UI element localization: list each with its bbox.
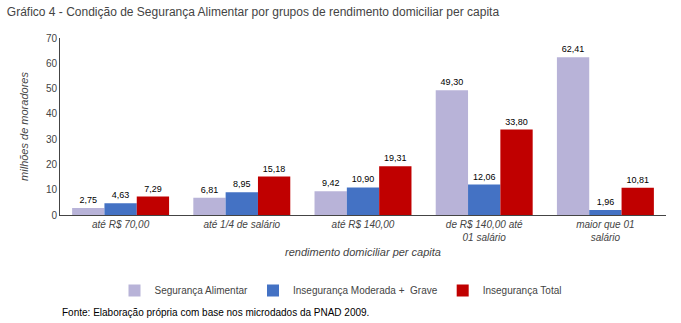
svg-text:0: 0 bbox=[51, 210, 57, 221]
svg-text:6,81: 6,81 bbox=[201, 185, 219, 195]
svg-text:15,18: 15,18 bbox=[263, 164, 286, 174]
svg-text:50: 50 bbox=[46, 83, 58, 94]
svg-text:49,30: 49,30 bbox=[441, 77, 464, 87]
svg-text:até 1/4 de salário: até 1/4 de salário bbox=[203, 219, 280, 230]
svg-text:12,06: 12,06 bbox=[473, 172, 496, 182]
svg-text:62,41: 62,41 bbox=[562, 44, 585, 54]
svg-text:Segurança Alimentar: Segurança Alimentar bbox=[155, 285, 249, 296]
svg-text:Insegurança Moderada + Grave: Insegurança Moderada + Grave bbox=[293, 285, 438, 296]
svg-text:1,96: 1,96 bbox=[597, 197, 615, 207]
svg-text:rendimento domiciliar per capi: rendimento domiciliar per capita bbox=[285, 246, 441, 258]
svg-text:10,81: 10,81 bbox=[626, 175, 649, 185]
svg-text:10,90: 10,90 bbox=[352, 174, 375, 184]
svg-text:70: 70 bbox=[46, 33, 58, 44]
svg-text:até R$ 140,00: até R$ 140,00 bbox=[332, 219, 395, 230]
svg-text:até R$ 70,00: até R$ 70,00 bbox=[92, 219, 150, 230]
svg-text:20: 20 bbox=[46, 159, 58, 170]
svg-text:9,42: 9,42 bbox=[322, 178, 340, 188]
svg-text:maior que 01salário: maior que 01salário bbox=[576, 219, 634, 243]
svg-text:Gráfico 4 - Condição de Segura: Gráfico 4 - Condição de Segurança Alimen… bbox=[7, 5, 500, 19]
svg-text:40: 40 bbox=[46, 108, 58, 119]
svg-text:60: 60 bbox=[46, 58, 58, 69]
svg-text:de R$ 140,00 até01 salário: de R$ 140,00 até01 salário bbox=[446, 219, 523, 243]
svg-text:Insegurança Total: Insegurança Total bbox=[483, 285, 562, 296]
svg-text:10: 10 bbox=[46, 184, 58, 195]
svg-text:19,31: 19,31 bbox=[384, 153, 407, 163]
svg-text:2,75: 2,75 bbox=[80, 195, 98, 205]
svg-text:33,80: 33,80 bbox=[505, 117, 528, 127]
svg-text:8,95: 8,95 bbox=[233, 179, 251, 189]
svg-text:4,63: 4,63 bbox=[112, 190, 130, 200]
svg-text:Fonte: Elaboração própria com: Fonte: Elaboração própria com base nos m… bbox=[62, 307, 369, 318]
svg-text:7,29: 7,29 bbox=[144, 184, 162, 194]
svg-text:30: 30 bbox=[46, 134, 58, 145]
svg-text:milhões de moradores: milhões de moradores bbox=[18, 72, 30, 181]
